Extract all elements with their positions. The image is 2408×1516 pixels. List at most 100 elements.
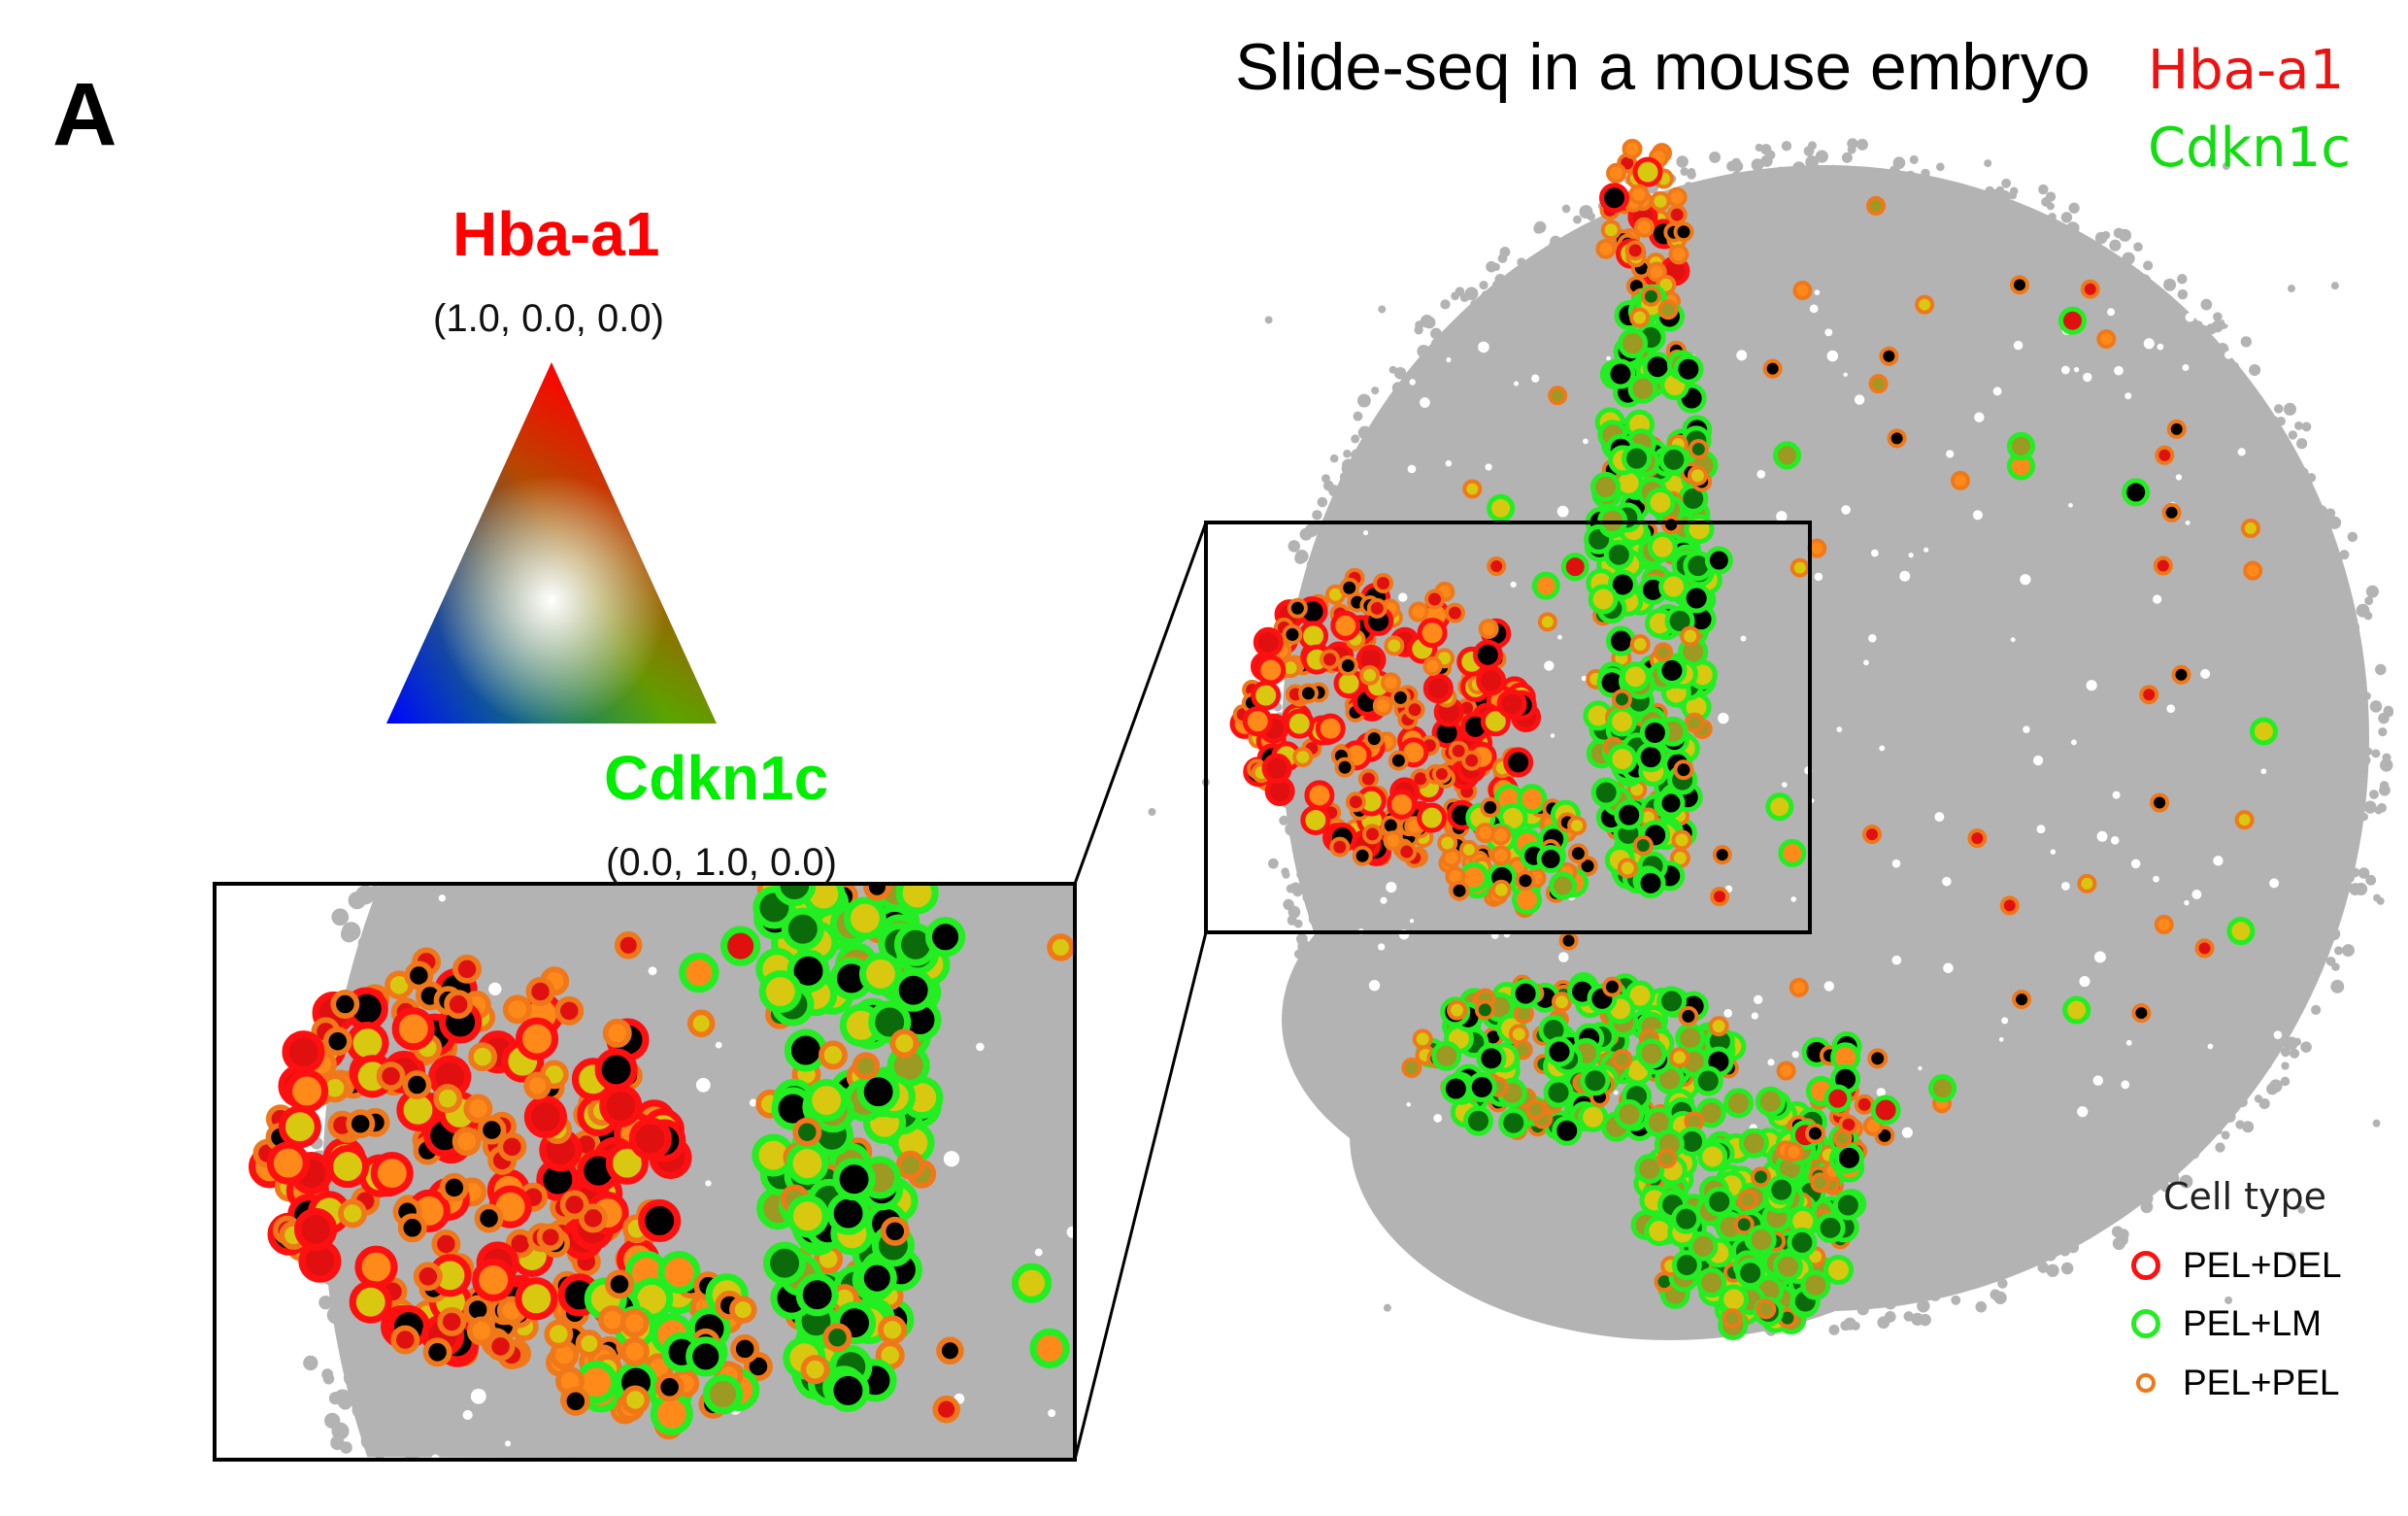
cell-point — [1634, 1154, 1665, 1185]
inset-cell-point — [376, 1061, 406, 1092]
background-bead — [2277, 1008, 2289, 1020]
background-bead — [1776, 203, 1790, 218]
background-bead — [1481, 290, 1489, 299]
inset-cell-point — [822, 1323, 853, 1353]
background-bead — [2342, 944, 2355, 958]
background-bead — [1358, 489, 1371, 502]
tissue-gap — [2213, 856, 2224, 866]
background-bead — [2323, 516, 2337, 530]
inset-background-bead — [417, 1434, 433, 1452]
background-bead — [2327, 807, 2339, 820]
cell-point — [1656, 655, 1688, 686]
background-bead — [1464, 286, 1479, 301]
background-bead — [2202, 375, 2213, 386]
tissue-gap — [1362, 529, 1369, 536]
background-bead — [2184, 1106, 2198, 1120]
background-bead — [2284, 456, 2295, 468]
cell-point — [2139, 685, 2159, 705]
background-bead — [1344, 945, 1354, 955]
inset-background-bead — [328, 1392, 342, 1405]
tissue-gap — [1406, 1101, 1412, 1107]
background-bead — [1789, 194, 1803, 208]
inset-cell-point — [805, 1078, 849, 1123]
background-bead — [1799, 196, 1812, 209]
background-bead — [1485, 1185, 1495, 1196]
inset-cell-point — [786, 949, 830, 993]
tissue-gap — [1723, 1008, 1733, 1018]
background-bead — [1331, 920, 1341, 928]
background-bead — [2083, 1211, 2095, 1224]
inset-cell-point — [278, 1105, 321, 1149]
background-bead — [2180, 343, 2194, 356]
background-bead — [2222, 162, 2230, 171]
tissue-gap — [1782, 782, 1788, 788]
background-bead — [1388, 392, 1401, 407]
inset-background-bead — [367, 923, 381, 936]
inset-cell-point — [468, 1042, 498, 1072]
cell-point — [1773, 441, 1802, 470]
background-bead — [1587, 212, 1595, 221]
background-bead — [1430, 337, 1444, 351]
background-bead — [2247, 1048, 2257, 1058]
tissue-gap — [2079, 976, 2090, 988]
background-bead — [1580, 1228, 1590, 1238]
tissue-gap — [2273, 1030, 2283, 1040]
background-bead — [2249, 363, 2261, 377]
background-bead — [1306, 559, 1317, 570]
inset-cell-point — [294, 1207, 338, 1251]
background-bead — [1566, 235, 1581, 249]
background-bead — [1549, 240, 1560, 252]
cell-point — [1733, 1214, 1755, 1235]
cell-point — [1601, 976, 1622, 997]
background-bead — [1294, 549, 1309, 563]
background-bead — [1960, 224, 1970, 233]
inset-cell-point — [762, 1241, 807, 1285]
background-bead — [2141, 289, 2155, 302]
cell-point — [1384, 635, 1405, 657]
background-bead — [1332, 542, 1344, 555]
background-bead — [1997, 1278, 2008, 1289]
background-bead — [1973, 212, 1987, 225]
background-bead — [1922, 1256, 1934, 1269]
tissue-gap — [1876, 1088, 1886, 1097]
background-bead — [1351, 992, 1361, 1001]
background-bead — [2060, 212, 2073, 223]
background-bead — [1894, 172, 1906, 184]
background-bead — [2050, 1264, 2059, 1273]
background-bead — [1573, 215, 1582, 224]
cell-point — [1606, 162, 1627, 184]
cell-point — [1472, 639, 1503, 670]
background-bead — [2351, 824, 2360, 834]
cell-point — [1787, 1227, 1818, 1258]
cell-point — [1632, 835, 1654, 857]
tissue-gap — [1943, 962, 1954, 974]
background-bead — [2332, 900, 2344, 911]
background-bead — [1781, 141, 1792, 152]
background-bead — [1385, 455, 1395, 465]
tissue-gap — [2207, 1043, 2214, 1050]
cell-point — [1629, 634, 1651, 656]
background-bead — [1388, 365, 1397, 374]
cell-point — [2171, 664, 2191, 685]
cell-point — [1388, 750, 1409, 771]
tissue-gap — [2032, 755, 2044, 766]
background-bead — [1979, 1247, 1992, 1260]
background-bead — [1498, 1213, 1509, 1224]
background-bead — [1494, 274, 1506, 286]
background-bead — [1299, 527, 1313, 541]
background-bead — [2313, 548, 2326, 561]
cell-point — [1673, 221, 1694, 243]
background-bead — [2332, 759, 2344, 771]
background-bead — [2315, 505, 2327, 518]
background-bead — [1419, 1103, 1428, 1113]
cell-point — [1635, 867, 1666, 898]
background-bead — [1530, 1181, 1541, 1193]
inset-cell-point — [349, 1280, 392, 1324]
background-bead — [1885, 201, 1898, 216]
inset-cell-point — [578, 1203, 608, 1233]
cell-point — [1567, 843, 1589, 864]
background-bead — [1863, 169, 1873, 179]
cell-point — [2226, 917, 2256, 946]
cell-point — [1738, 1128, 1769, 1159]
background-bead — [2144, 1138, 2156, 1150]
